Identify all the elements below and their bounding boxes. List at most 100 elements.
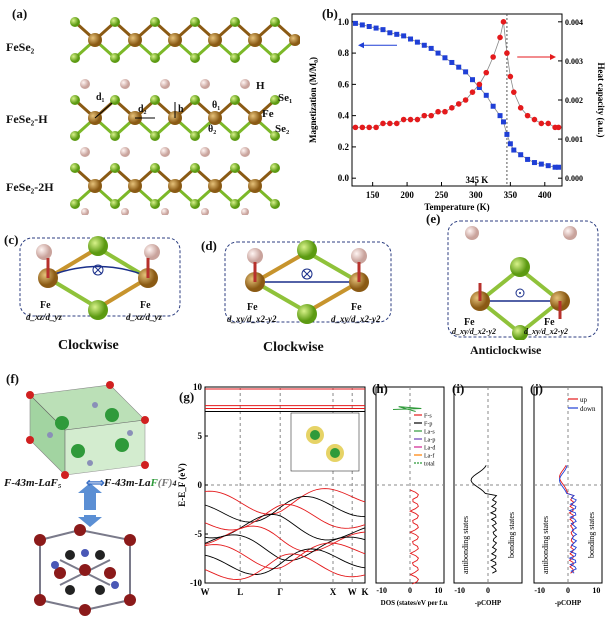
magnetization-point (507, 141, 513, 147)
charge-density-inset (290, 412, 360, 472)
valence-band (204, 548, 366, 575)
heat-capacity-point (359, 124, 366, 131)
label-h: h (178, 104, 184, 115)
magnetization-point (504, 131, 510, 137)
panel-b: (b) 150 200 250 300 350 400 0.0 0.2 0.4 0.6 0.8 1.0… (300, 0, 606, 215)
magnetization-point (387, 30, 393, 36)
fese2-h-chain (70, 79, 280, 141)
xtick-label-h: -10 (376, 586, 387, 595)
fe-label-c-left: Fe (40, 300, 51, 311)
fe-label-c-right: Fe (140, 300, 151, 311)
panel-c: (c) Fe Fe d_xz/d_yz d_xz/d_yz Clockwise (0, 218, 195, 358)
heat-capacity-point (380, 120, 386, 127)
magnetization-point (359, 22, 365, 28)
legend-label-h: La-d (424, 446, 435, 452)
valence-band (204, 525, 366, 553)
orbital-c-right: d_xz/d_yz (126, 312, 162, 322)
magnetization-point (469, 77, 475, 83)
heat-capacity-point (545, 120, 552, 127)
fese2-2h-chain (70, 147, 280, 215)
label-theta1: θ₁ (212, 100, 221, 111)
la-f-peak (392, 406, 422, 412)
ytick-right-label-b: 0.004 (565, 18, 583, 27)
heat-capacity-point (524, 112, 531, 119)
panel-label-e: (e) (426, 211, 441, 226)
heat-capacity-point (428, 112, 434, 119)
heat-capacity-point (511, 89, 517, 95)
ylabel-g: E-E_F (eV) (177, 463, 187, 506)
orbital-e-right: d_xy/d_x2-y2 (524, 327, 568, 336)
crystal-structure-f (26, 381, 149, 616)
magnetization-point (394, 31, 400, 37)
heat-capacity-point (555, 124, 562, 131)
legend-label-h: La-f (424, 453, 434, 460)
formula-right-d: 4 (172, 479, 177, 488)
heat-capacity-point (469, 89, 476, 95)
pcohp-chart-i: antibonding states bonding states -10 0 -pCO… (453, 386, 523, 607)
ylabel-right-b: Heat capacity (a.u.) (596, 63, 606, 138)
heat-capacity-point (387, 120, 393, 127)
panel-j: (j) up down antibonding states bonding stat… (528, 365, 606, 621)
heat-capacity-point (400, 116, 407, 123)
magnetization-point (490, 103, 496, 109)
dos-chart-h: F-s F-p La-s La-p La-dLa-f total -10 0 10 DOS (st… (375, 386, 448, 607)
magnetization-point (545, 163, 551, 169)
magnetization-point (428, 45, 434, 51)
legend-label-j: up (580, 396, 588, 404)
legend-label-h: La-s (424, 430, 435, 436)
xtick-label-b: 300 (469, 190, 483, 200)
atom-label-se1: Se₁ (278, 92, 293, 104)
ytick-left-label-b: 0.4 (338, 111, 350, 121)
kpoint-label: W (348, 587, 357, 597)
kpoint-label: K (361, 587, 368, 597)
magnetization-point (442, 55, 448, 61)
label-antibonding-i: antibonding states (461, 516, 470, 574)
panel-label-i: (i) (452, 381, 465, 396)
magnetization-point (497, 113, 503, 119)
chart-b: 150 200 250 300 350 400 0.0 0.2 0.4 0.6 0.8 1.0 0.00… (308, 13, 606, 212)
magnetization-point (380, 27, 386, 33)
formula-right-a: F-43m-La (104, 477, 151, 489)
magnetization-point (552, 164, 558, 170)
magnetization-point (483, 92, 489, 98)
heat-capacity-point (500, 19, 507, 25)
diagram-d (224, 240, 392, 324)
formula-arrow: ⟺ (86, 475, 105, 490)
pcohp-curve-j (559, 465, 575, 574)
xtick-label-j: -10 (534, 586, 545, 595)
row-label-fese2: FeSe₂ (6, 40, 35, 54)
ytick-right-label-b: 0.001 (565, 135, 583, 144)
kpoint-label: W (201, 587, 210, 597)
xlabel-i: -pCOHP (475, 599, 502, 607)
formula-right: F-43m-LaF(F)4 (104, 477, 176, 489)
magnetization-point (456, 64, 462, 70)
xlabel-j: -pCOHP (555, 599, 582, 607)
heat-capacity-point (373, 124, 379, 131)
heat-capacity-point (393, 120, 400, 127)
kpoint-label: X (330, 587, 337, 597)
orbital-d-left: d_xy/d_x2-y2 (227, 314, 277, 324)
heat-capacity-point (504, 50, 510, 56)
panel-h: (h) F-s F-p La-s La-p La-d La-f total -10 0 10 DOS… (370, 365, 448, 621)
magnetization-point (414, 39, 420, 45)
title-e: Anticlockwise (470, 343, 542, 357)
xtick-label-b: 350 (504, 190, 518, 200)
xtick-label-b: 200 (400, 190, 414, 200)
pcohp-curve-i (470, 465, 498, 574)
f-p-dos (409, 489, 420, 585)
atom-label-se2: Se₂ (275, 123, 290, 135)
magnetization-point (421, 42, 427, 48)
panel-label-a: (a) (12, 6, 28, 21)
title-d: Clockwise (263, 340, 324, 355)
magnetization-point (518, 152, 524, 158)
kpoint-label: L (237, 587, 243, 597)
heat-capacity-point (497, 34, 503, 41)
atom-label-h: H (256, 80, 265, 92)
heat-capacity-point (455, 101, 462, 107)
xtick-label-j: 10 (592, 586, 600, 595)
panel-label-c: (c) (4, 232, 19, 247)
xlabel-h: DOS (states/eV per f.u.) (381, 599, 448, 607)
pcohp-curve-j (559, 465, 578, 574)
label-d2: d₂ (138, 104, 147, 115)
